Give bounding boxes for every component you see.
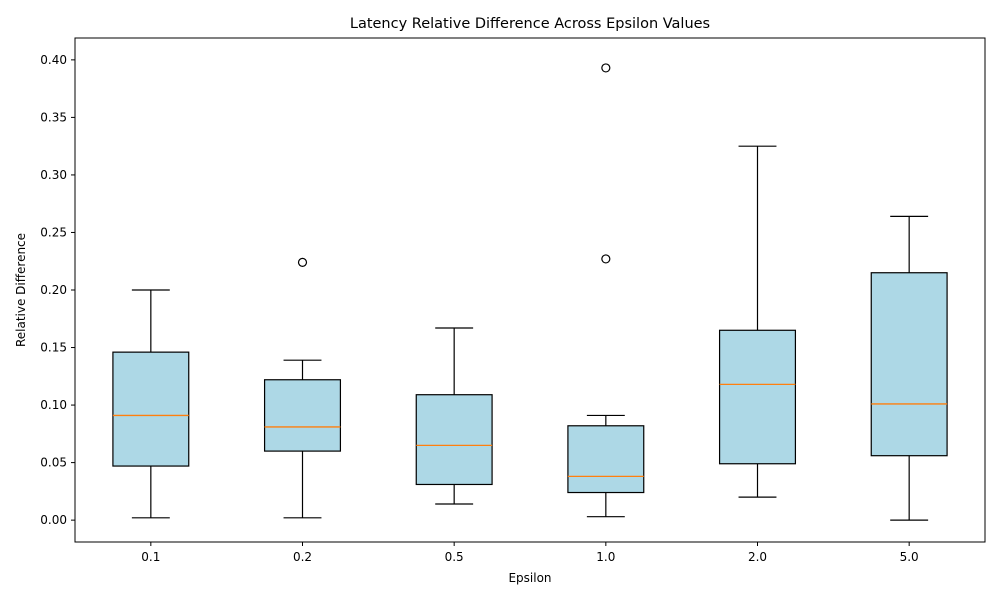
box-group-2.0 xyxy=(718,145,797,498)
box-iqr xyxy=(718,329,797,465)
box-group-1.0 xyxy=(567,63,645,518)
x-tick-label: 1.0 xyxy=(596,550,615,564)
x-axis-label: Epsilon xyxy=(508,571,551,585)
outlier-point xyxy=(297,257,308,267)
box-group-5.0 xyxy=(870,215,948,521)
plot-marks xyxy=(112,63,948,521)
box-iqr xyxy=(263,379,342,452)
box-group-0.1 xyxy=(112,289,190,519)
y-tick-label: 0.25 xyxy=(40,225,67,239)
y-tick-label: 0.20 xyxy=(40,283,67,297)
x-tick-label: 0.2 xyxy=(293,550,312,564)
y-tick-label: 0.40 xyxy=(40,53,67,67)
y-tick-label: 0.15 xyxy=(40,341,67,355)
box-group-0.5 xyxy=(415,327,493,505)
y-tick-label: 0.05 xyxy=(40,456,67,470)
y-axis-label: Relative Difference xyxy=(14,233,28,347)
chart-title: Latency Relative Difference Across Epsil… xyxy=(350,16,710,32)
x-tick-label: 2.0 xyxy=(748,550,767,564)
axis-ticks: 0.00 0.05 0.10 0.15 0.20 0.25 0.30 0.35 0.40 0.1 0… xyxy=(40,53,918,564)
y-tick-label: 0.10 xyxy=(40,398,67,412)
y-tick-label: 0.30 xyxy=(40,168,67,182)
box-group-0.2 xyxy=(263,257,342,519)
box-iqr xyxy=(415,394,493,486)
x-tick-label: 5.0 xyxy=(900,550,919,564)
plot-frame xyxy=(74,37,986,543)
y-tick-label: 0.35 xyxy=(40,110,67,124)
x-tick-label: 0.1 xyxy=(141,550,160,564)
y-tick-label: 0.00 xyxy=(40,513,67,527)
box-iqr xyxy=(112,351,190,467)
outlier-point xyxy=(601,254,611,264)
outlier-point xyxy=(601,63,611,73)
box-iqr xyxy=(567,425,645,494)
box-iqr xyxy=(870,272,948,457)
x-tick-label: 0.5 xyxy=(445,550,464,564)
